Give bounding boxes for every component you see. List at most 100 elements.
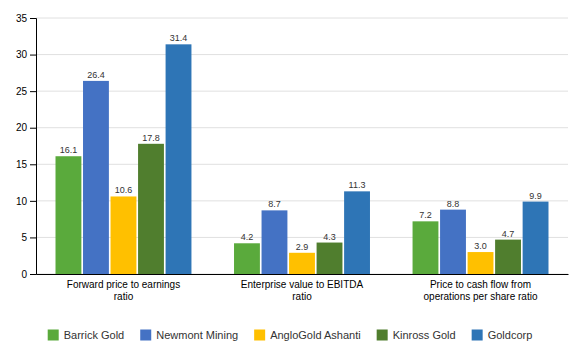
y-tick-label: 25 bbox=[16, 86, 28, 97]
legend-label: Kinross Gold bbox=[393, 329, 456, 341]
bar bbox=[56, 156, 82, 274]
bar bbox=[468, 252, 494, 274]
y-tick: 0 bbox=[21, 269, 36, 280]
grid-line bbox=[36, 54, 568, 55]
y-axis: 0 5 10 15 20 25 30 35 bbox=[16, 13, 37, 280]
x-tick-label-line: ratio bbox=[292, 291, 312, 302]
x-tick-label-line: ratio bbox=[114, 291, 134, 302]
y-tick: 5 bbox=[21, 232, 36, 243]
y-tick-label: 15 bbox=[16, 159, 28, 170]
y-tick-label: 30 bbox=[16, 49, 28, 60]
y-tick-mark bbox=[30, 128, 36, 129]
bar bbox=[234, 243, 260, 274]
legend: Barrick Gold Newmont Mining AngloGold Asha… bbox=[48, 329, 533, 341]
x-axis: Forward price to earningsratioEnterprise… bbox=[37, 274, 569, 302]
y-tick-mark bbox=[30, 91, 36, 92]
data-label: 11.3 bbox=[349, 180, 366, 190]
x-tick-label: Forward price to earningsratio bbox=[67, 279, 180, 302]
legend-item: Goldcorp bbox=[472, 329, 533, 341]
y-tick: 30 bbox=[16, 49, 36, 60]
data-label: 4.2 bbox=[241, 232, 254, 242]
x-tick: Forward price to earningsratio bbox=[67, 274, 180, 302]
y-tick-label: 35 bbox=[16, 13, 28, 24]
x-tick: Enterprise value to EBITDAratio bbox=[241, 274, 364, 302]
bar bbox=[495, 240, 521, 274]
legend-label: Goldcorp bbox=[488, 329, 533, 341]
grid-line bbox=[36, 18, 568, 19]
x-tick-label-line: Forward price to earnings bbox=[67, 279, 180, 290]
data-label: 9.9 bbox=[529, 191, 542, 201]
x-tick-label: Enterprise value to EBITDAratio bbox=[241, 279, 364, 302]
data-labels: 16.1 4.2 7.2 26.4 8.7 8.8 10.6 2.9 3.0 17.8 4.3 4.7… bbox=[60, 33, 542, 251]
bar bbox=[83, 81, 109, 274]
data-label: 16.1 bbox=[60, 145, 78, 155]
data-label: 3.0 bbox=[474, 241, 487, 251]
bar-series bbox=[138, 144, 521, 274]
legend-swatch bbox=[377, 330, 388, 341]
y-tick-label: 10 bbox=[16, 196, 28, 207]
data-label: 2.9 bbox=[296, 242, 309, 252]
data-label: 8.7 bbox=[268, 199, 281, 209]
data-label: 4.3 bbox=[323, 232, 336, 242]
y-tick: 15 bbox=[16, 159, 36, 170]
legend-swatch bbox=[48, 330, 59, 341]
x-tick-label-line: operations per share ratio bbox=[424, 291, 538, 302]
x-tick-label: Price to cash flow fromoperations per sh… bbox=[424, 279, 538, 302]
y-tick-mark bbox=[30, 201, 36, 202]
y-tick-label: 0 bbox=[21, 269, 27, 280]
bar bbox=[262, 210, 288, 274]
plot: 16.1 4.2 7.2 26.4 8.7 8.8 10.6 2.9 3.0 17.8 4.3 4.7… bbox=[16, 13, 569, 302]
legend-item: Barrick Gold bbox=[48, 329, 125, 341]
y-tick-mark bbox=[30, 55, 36, 56]
legend-swatch bbox=[140, 330, 151, 341]
legend-label: Newmont Mining bbox=[156, 329, 238, 341]
y-tick-label: 20 bbox=[16, 122, 28, 133]
x-axis-line bbox=[37, 274, 569, 275]
y-tick: 10 bbox=[16, 196, 36, 207]
y-tick: 35 bbox=[16, 13, 36, 24]
bar bbox=[111, 196, 137, 274]
legend-swatch bbox=[472, 330, 483, 341]
chart: 16.1 4.2 7.2 26.4 8.7 8.8 10.6 2.9 3.0 17.8 4.3 4.7… bbox=[0, 0, 580, 348]
bar bbox=[138, 144, 164, 274]
bar-series bbox=[166, 44, 549, 274]
grid bbox=[36, 18, 568, 274]
y-tick: 20 bbox=[16, 122, 36, 133]
data-label: 10.6 bbox=[115, 185, 133, 195]
grid-line bbox=[36, 91, 568, 92]
bar-series bbox=[83, 81, 466, 274]
data-label: 7.2 bbox=[419, 210, 432, 220]
bar bbox=[344, 191, 370, 274]
data-label: 31.4 bbox=[170, 33, 188, 43]
data-label: 4.7 bbox=[502, 229, 515, 239]
legend-label: Barrick Gold bbox=[64, 329, 125, 341]
y-axis-line bbox=[30, 19, 37, 275]
legend-item: Newmont Mining bbox=[140, 329, 238, 341]
x-tick-label-line: Enterprise value to EBITDA bbox=[241, 279, 364, 290]
x-tick-label-line: Price to cash flow from bbox=[430, 279, 531, 290]
legend-label: AngloGold Ashanti bbox=[270, 329, 361, 341]
bar bbox=[317, 243, 343, 274]
grid-line bbox=[36, 127, 568, 128]
legend-swatch bbox=[254, 330, 265, 341]
legend-item: AngloGold Ashanti bbox=[254, 329, 361, 341]
x-tick: Price to cash flow fromoperations per sh… bbox=[424, 274, 538, 302]
bar bbox=[523, 202, 549, 274]
data-label: 26.4 bbox=[87, 70, 105, 80]
bars bbox=[56, 44, 549, 274]
data-label: 17.8 bbox=[142, 133, 160, 143]
bar bbox=[413, 221, 439, 274]
y-tick-mark bbox=[30, 164, 36, 165]
bar-series bbox=[56, 156, 439, 274]
data-label: 8.8 bbox=[447, 199, 460, 209]
legend-item: Kinross Gold bbox=[377, 329, 456, 341]
bar bbox=[440, 210, 466, 274]
bar bbox=[166, 44, 192, 274]
bar bbox=[289, 253, 315, 274]
y-tick: 25 bbox=[16, 86, 36, 97]
y-tick-mark bbox=[30, 18, 36, 19]
y-tick-mark bbox=[30, 274, 36, 275]
y-tick-mark bbox=[30, 237, 36, 238]
y-tick-label: 5 bbox=[21, 232, 27, 243]
grid-line bbox=[36, 164, 568, 165]
